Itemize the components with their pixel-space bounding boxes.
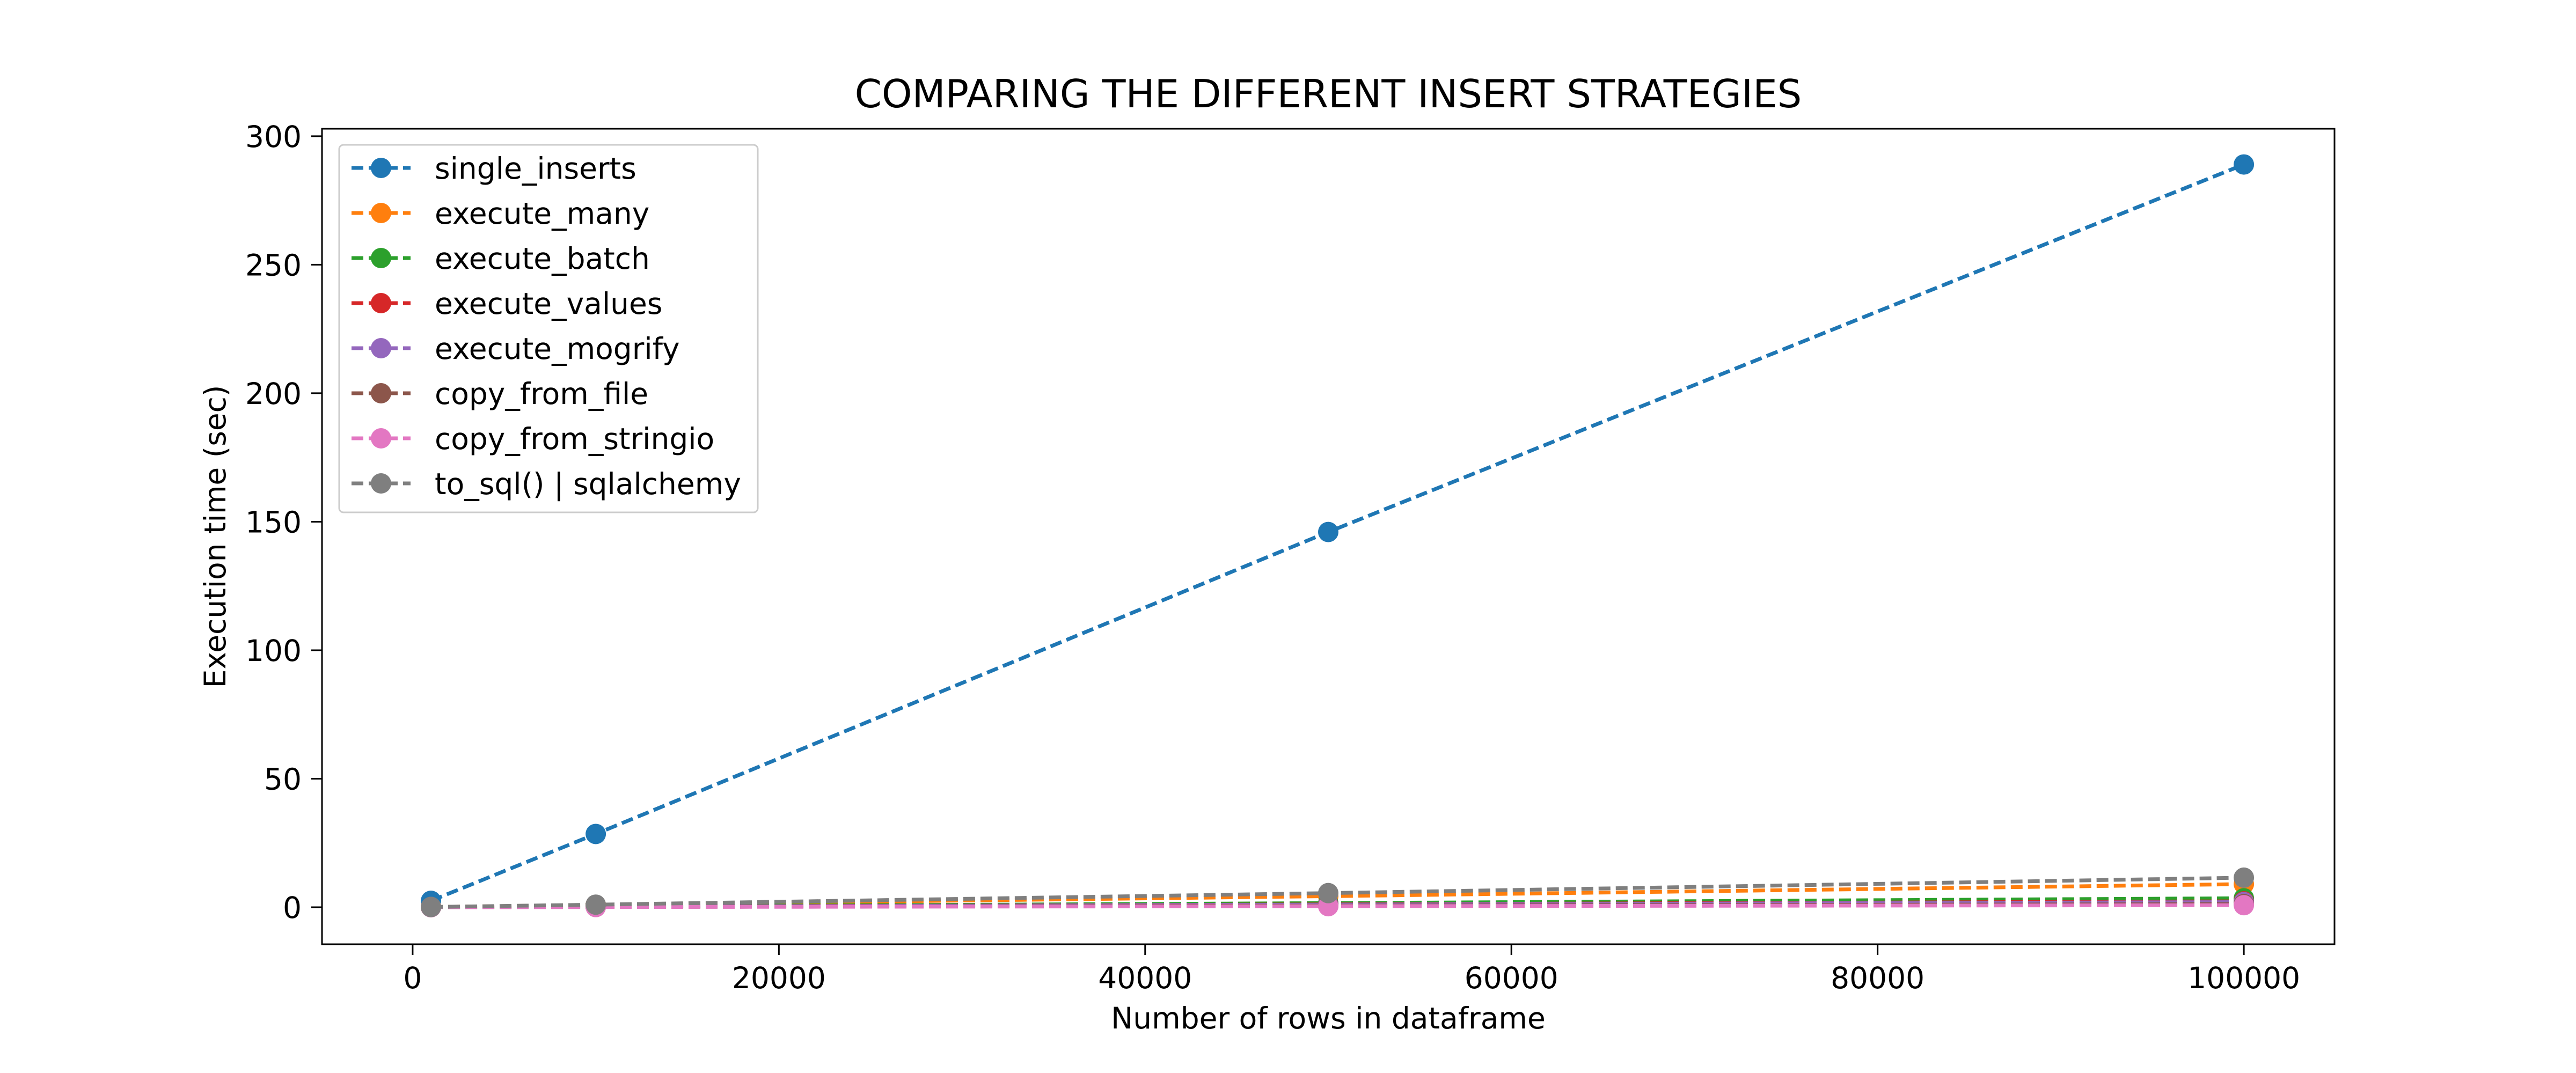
x-tick-label: 20000 <box>732 961 826 995</box>
y-tick-label: 0 <box>283 891 302 925</box>
legend-label: execute_values <box>435 286 662 321</box>
series-point-7 <box>421 896 442 917</box>
series-point-0 <box>1318 521 1338 542</box>
x-axis-label: Number of rows in dataframe <box>1111 1001 1546 1035</box>
series-point-7 <box>1318 883 1338 903</box>
legend-marker-5 <box>371 383 391 403</box>
legend-marker-0 <box>371 158 391 178</box>
x-tick-label: 60000 <box>1465 961 1558 995</box>
legend-marker-2 <box>371 248 391 268</box>
series-line-0 <box>430 163 2245 903</box>
legend-label: execute_mogrify <box>435 332 680 366</box>
legend-label: copy_from_file <box>435 377 648 411</box>
series-point-6 <box>2234 895 2255 916</box>
legend-marker-1 <box>371 203 391 223</box>
legend-label: execute_many <box>435 196 649 231</box>
x-axis-ticks: 0 20000 40000 60000 80000 100000 <box>403 944 2300 995</box>
series-point-0 <box>2234 154 2255 175</box>
x-tick-label: 80000 <box>1831 961 1924 995</box>
plot-area <box>421 154 2255 917</box>
legend-label: copy_from_stringio <box>435 422 714 456</box>
y-tick-label: 150 <box>245 505 302 539</box>
y-tick-label: 100 <box>245 634 302 668</box>
x-tick-label: 100000 <box>2187 961 2300 995</box>
chart-title: COMPARING THE DIFFERENT INSERT STRATEGIE… <box>855 71 1802 116</box>
legend-box <box>338 144 759 513</box>
x-tick-label: 40000 <box>1098 961 1192 995</box>
legend: single_inserts execute_many execute_batche… <box>338 144 759 513</box>
y-tick-label: 200 <box>245 377 302 411</box>
series-point-0 <box>586 824 606 844</box>
legend-marker-7 <box>371 473 391 494</box>
plot-frame <box>321 128 2336 945</box>
y-axis-ticks: 0 50 100 150 200 250 300 <box>245 120 322 925</box>
legend-marker-4 <box>371 338 391 358</box>
x-tick-label: 0 <box>403 961 422 995</box>
series-point-7 <box>2234 867 2255 888</box>
series-markers <box>421 154 2255 917</box>
legend-label: single_inserts <box>435 151 636 186</box>
legend-label: execute_batch <box>435 241 650 276</box>
legend-marker-3 <box>371 293 391 313</box>
legend-label: to_sql() | sqlalchemy <box>435 467 741 502</box>
legend-entries: single_inserts execute_many execute_batche… <box>352 151 741 502</box>
y-tick-label: 50 <box>264 762 302 796</box>
legend-marker-6 <box>371 428 391 449</box>
series-point-7 <box>586 894 606 915</box>
y-tick-label: 250 <box>245 248 302 282</box>
series-lines <box>430 163 2245 909</box>
y-axis-label: Execution time (sec) <box>198 385 232 688</box>
y-tick-label: 300 <box>245 120 302 154</box>
